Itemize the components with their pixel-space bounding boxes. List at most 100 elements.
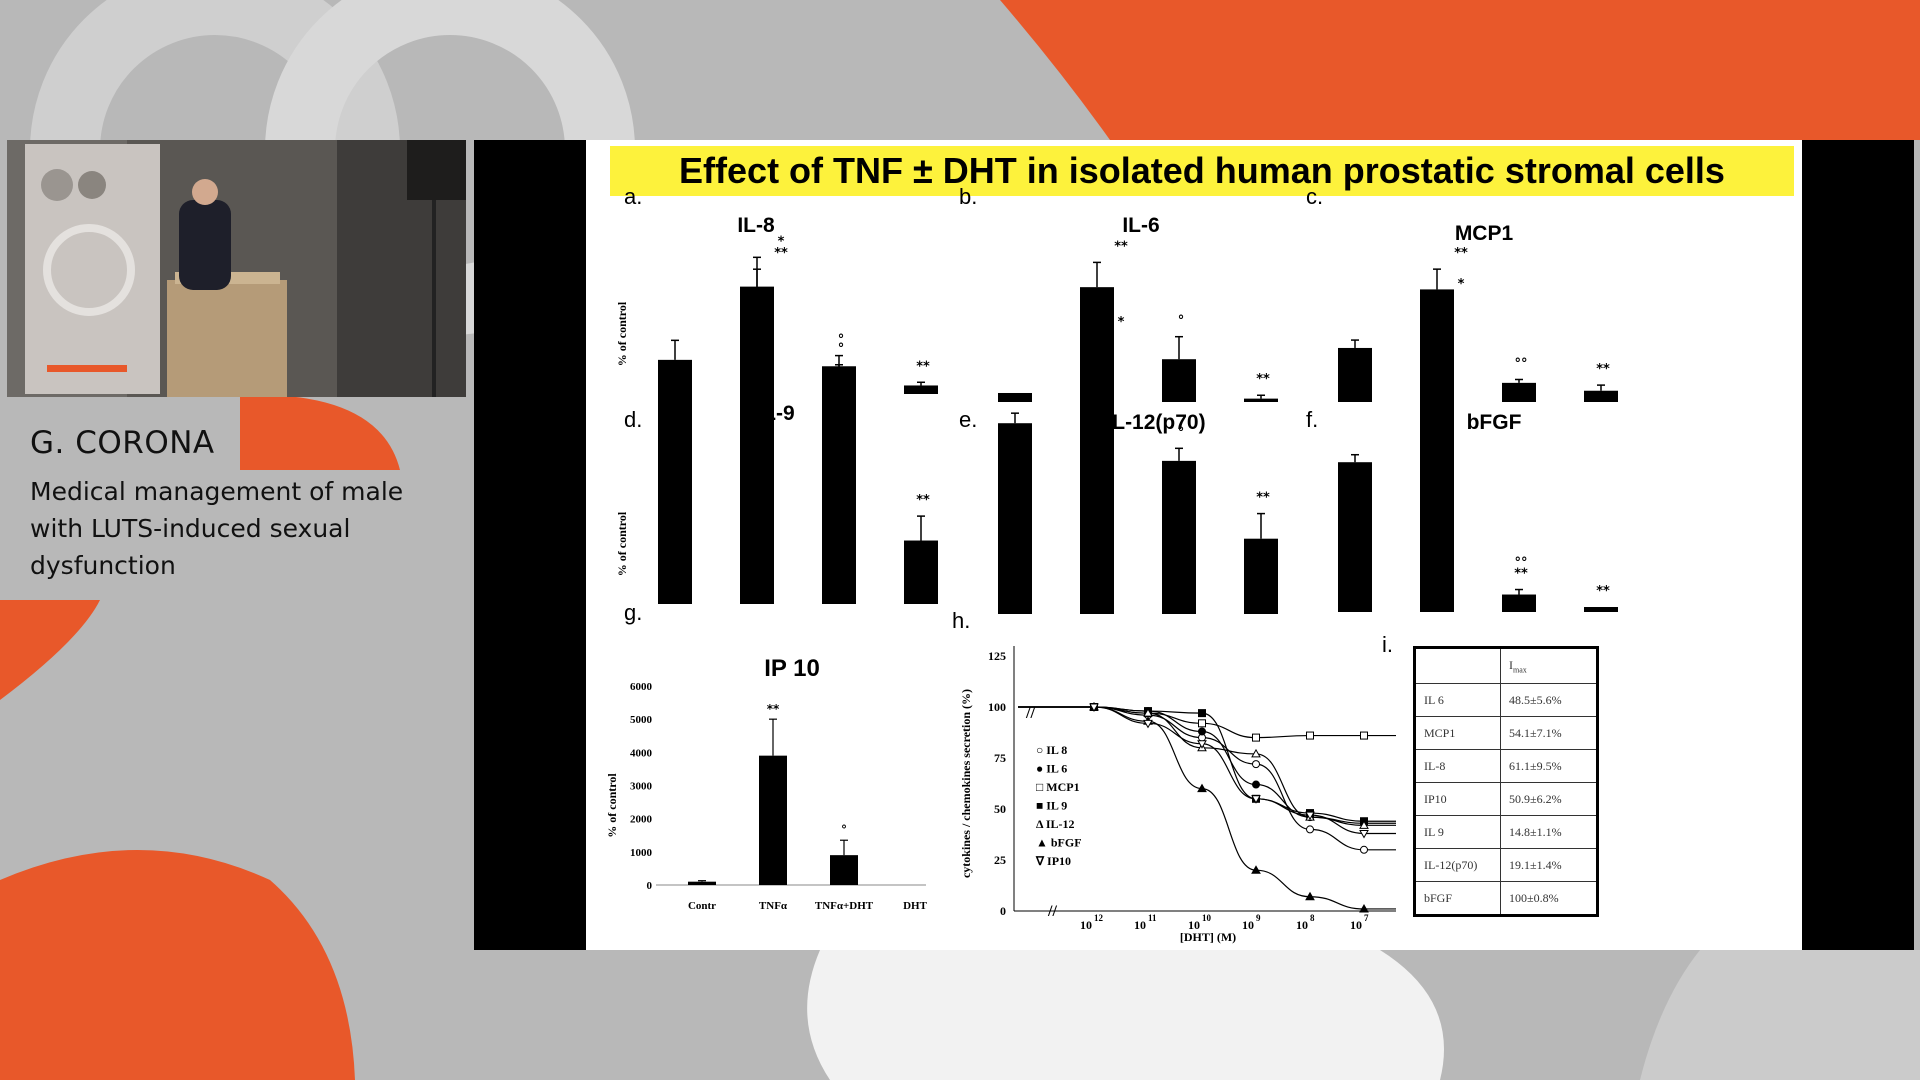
x-tick-exponent: 8 [1310, 913, 1315, 923]
significance-label: °° [1515, 356, 1528, 371]
bar [1502, 382, 1536, 402]
panel-label: d. [624, 407, 642, 432]
imax-row-value: 50.9±6.2% [1500, 782, 1598, 816]
imax-row-value: 54.1±7.1% [1500, 716, 1598, 750]
axis-ylabel: cytokines / chemokines secretion (%) [959, 689, 973, 878]
series-marker [1251, 748, 1261, 758]
series-marker [1143, 719, 1153, 729]
y-tick-label: 5000 [630, 714, 653, 726]
bar [658, 359, 692, 604]
bar [1244, 538, 1278, 614]
series-line [1018, 706, 1396, 851]
significance-label: °° [1515, 556, 1528, 571]
series-marker [1306, 825, 1314, 834]
imax-row: IL 6 48.5±5.6% [1414, 683, 1598, 717]
bar [1162, 460, 1196, 614]
significance-label: ** [1596, 362, 1610, 377]
imax-row-name: IL 9 [1414, 815, 1501, 849]
x-tick-exponent: 9 [1256, 913, 1261, 923]
figure-panels: a.IL-8% of control**°**b.IL-6**°**c.MCP1… [605, 184, 1618, 944]
panel-ylabel: % of control [615, 511, 629, 576]
significance-label: ** [767, 702, 780, 716]
series-marker [1197, 783, 1207, 793]
slide: Effect of TNF ± DHT in isolated human pr… [586, 140, 1802, 950]
legend-entry: □ MCP1 [1036, 780, 1080, 794]
bar [998, 423, 1032, 614]
x-tick-label: TNFα+DHT [815, 900, 874, 912]
y-tick-label: 25 [994, 853, 1006, 867]
series-marker [1306, 731, 1314, 740]
panel-title: IL-6 [1122, 214, 1159, 237]
imax-row-value: 19.1±1.4% [1500, 848, 1598, 882]
significance-label: * [1458, 277, 1465, 292]
series-marker [1360, 731, 1368, 740]
significance-label: ** [1454, 246, 1468, 261]
significance-label: ** [1114, 239, 1128, 254]
y-tick-label: 1000 [630, 847, 653, 859]
imax-row-value: 100±0.8% [1500, 881, 1598, 916]
panel-title: IL-12(p70) [1106, 411, 1205, 434]
panel-label-i: i. [1382, 632, 1393, 657]
speaker-video [7, 140, 466, 397]
x-tick-label: 10 [1242, 918, 1254, 932]
panel-label: h. [952, 608, 970, 633]
imax-row: IL-8 61.1±9.5% [1414, 749, 1598, 783]
panel-title: IP 10 [764, 655, 820, 682]
series-marker [1360, 845, 1368, 854]
panel-label: c. [1306, 184, 1323, 209]
bar [1338, 347, 1372, 402]
imax-row-name: bFGF [1414, 881, 1501, 916]
axis-break: // [1047, 903, 1057, 920]
bar [998, 392, 1032, 402]
imax-row-value: 48.5±5.6% [1500, 683, 1598, 717]
series-marker [1305, 811, 1315, 821]
panel-label: a. [624, 184, 642, 209]
bar [1162, 359, 1196, 402]
series-marker [1198, 719, 1206, 728]
panel-label: e. [959, 407, 977, 432]
bar [759, 755, 787, 885]
series-line [1018, 706, 1396, 835]
x-tick-exponent: 10 [1202, 913, 1212, 923]
series-marker [1197, 740, 1207, 749]
imax-row-value: 14.8±1.1% [1500, 815, 1598, 849]
panel-label: f. [1306, 407, 1318, 432]
legend-entry: ○ IL 8 [1036, 743, 1067, 757]
x-tick-label: DHT [903, 900, 928, 912]
legend-entry: Δ IL-12 [1036, 817, 1075, 831]
series-line [1018, 706, 1396, 824]
y-tick-label: 50 [994, 802, 1006, 816]
bar [1244, 398, 1278, 402]
series-marker [1198, 709, 1206, 718]
significance-label: ** [916, 359, 930, 374]
significance-label: ° [1178, 425, 1185, 440]
talk-title: Medical management of male with LUTS-ind… [30, 477, 404, 580]
significance-label: ° [838, 333, 845, 348]
imax-header-main: I [1509, 657, 1513, 672]
panel-title: IL-8 [737, 214, 775, 237]
legend-entry: ▲ bFGF [1036, 836, 1082, 850]
x-tick-label: Contr [688, 900, 716, 912]
y-tick-label: 0 [1000, 904, 1006, 918]
slide-title: Effect of TNF ± DHT in isolated human pr… [610, 146, 1794, 196]
imax-row: IP10 50.9±6.2% [1414, 782, 1598, 816]
imax-table: Imax IL 6 48.5±5.6% MCP1 54.1±7.1% IL-8 61.1±… [1413, 646, 1599, 917]
series-marker [1251, 865, 1261, 874]
legend-entry: ∇ IP10 [1035, 854, 1071, 868]
imax-row-name: IP10 [1414, 782, 1501, 816]
bar [1080, 367, 1114, 614]
bar [904, 540, 938, 604]
significance-label: ** [916, 493, 930, 508]
series-marker [1198, 727, 1206, 736]
y-tick-label: 4000 [630, 747, 653, 759]
panel-title: bFGF [1467, 411, 1522, 434]
significance-label: ° [1178, 314, 1185, 329]
imax-row: IL-12(p70) 19.1±1.4% [1414, 848, 1598, 882]
y-tick-label: 0 [647, 880, 653, 892]
legend-entry: ● IL 6 [1036, 762, 1067, 776]
imax-header-row: Imax [1414, 647, 1598, 684]
series-line [1018, 706, 1396, 822]
series-marker [1252, 733, 1260, 742]
panel-ylabel: % of control [615, 301, 629, 366]
significance-label: ** [1514, 567, 1528, 582]
